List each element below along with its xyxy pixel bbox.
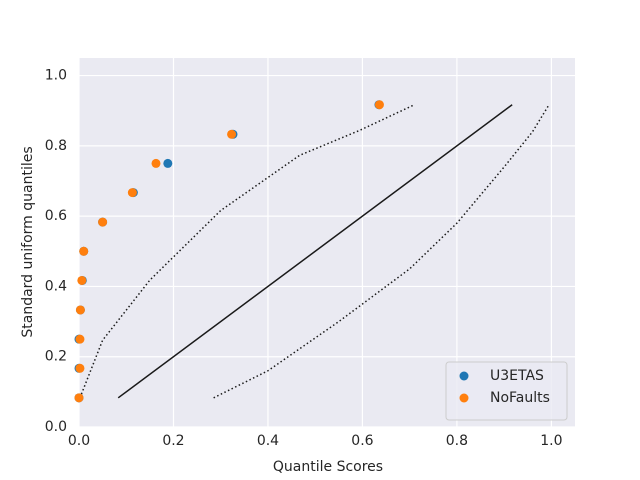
x-tick-label: 0.4 bbox=[257, 433, 279, 449]
legend: U3ETAS NoFaults bbox=[445, 361, 568, 421]
legend-label: NoFaults bbox=[490, 390, 550, 406]
y-tick-label: 0.2 bbox=[45, 349, 67, 365]
legend-box bbox=[445, 361, 568, 421]
point bbox=[75, 363, 85, 373]
legend-label: U3ETAS bbox=[490, 368, 544, 384]
x-tick-label: 0.2 bbox=[162, 433, 184, 449]
point bbox=[74, 393, 84, 403]
y-tick-label: 0.6 bbox=[45, 208, 67, 224]
point bbox=[163, 158, 173, 168]
y-tick-label: 1.0 bbox=[45, 68, 67, 84]
point bbox=[98, 217, 108, 227]
y-tick-label: 0.8 bbox=[45, 138, 67, 154]
legend-marker bbox=[459, 371, 469, 381]
point bbox=[151, 158, 161, 168]
y-axis-label: Standard uniform quantiles bbox=[20, 146, 36, 337]
x-tick-label: 0.0 bbox=[68, 433, 90, 449]
point bbox=[79, 246, 89, 256]
point bbox=[227, 129, 237, 139]
x-tick-label: 0.6 bbox=[351, 433, 373, 449]
x-tick-label: 0.8 bbox=[446, 433, 468, 449]
reference-line bbox=[117, 104, 513, 399]
point bbox=[77, 275, 87, 285]
x-axis-label: Quantile Scores bbox=[273, 459, 383, 475]
reference-line bbox=[213, 104, 550, 399]
legend-marker bbox=[459, 393, 469, 403]
point bbox=[75, 305, 85, 315]
point bbox=[374, 100, 384, 110]
x-tick-label: 1.0 bbox=[540, 433, 562, 449]
point bbox=[127, 188, 137, 198]
y-tick-label: 0.4 bbox=[45, 278, 67, 294]
point bbox=[75, 334, 85, 344]
y-tick-label: 0.0 bbox=[45, 419, 67, 435]
